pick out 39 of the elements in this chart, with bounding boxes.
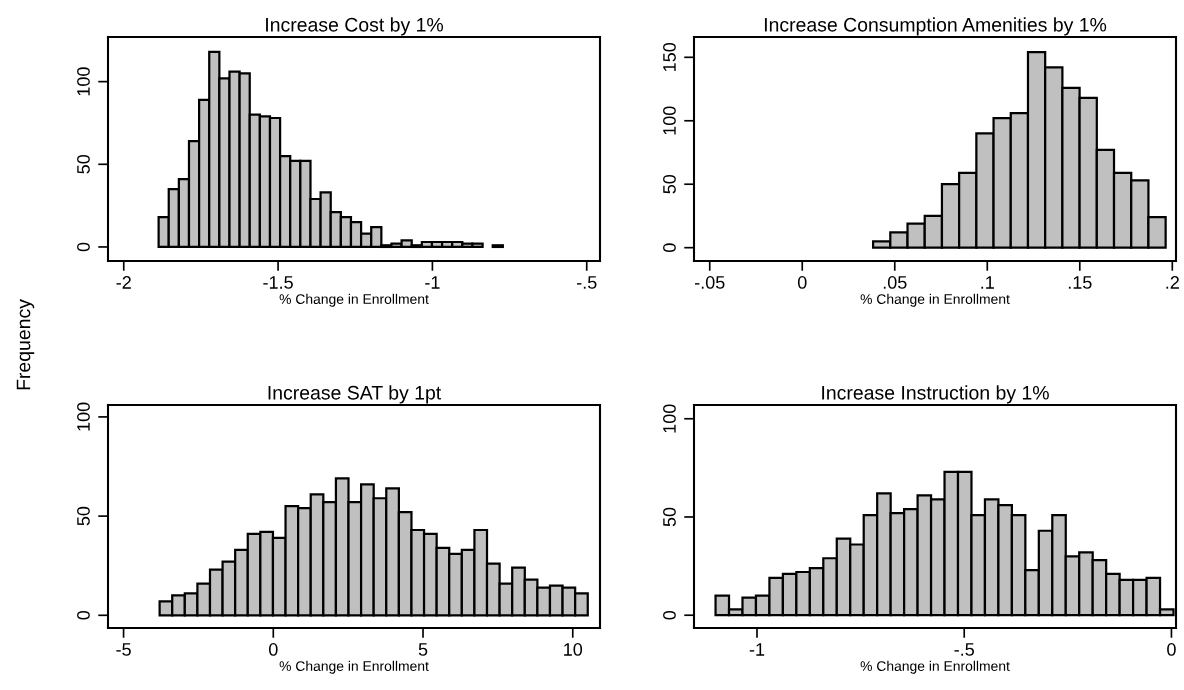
x-tick-label: .15	[1068, 276, 1092, 289]
x-tick-label: .1	[981, 276, 994, 289]
x-tick-label: .05	[883, 276, 907, 289]
x-tick-label: -5	[116, 643, 131, 656]
chart-title: Increase SAT by 1pt	[268, 385, 442, 404]
y-tick-label: 150	[663, 42, 676, 71]
x-axis-title: % Change in Enrollment	[860, 660, 1010, 674]
y-tick-label: 100	[663, 106, 676, 135]
y-tick-label: 0	[77, 242, 90, 252]
y-tick-label: 100	[77, 402, 90, 431]
y-tick-label: 50	[663, 507, 676, 527]
y-tick-label: 0	[663, 610, 676, 620]
x-axis-title: % Change in Enrollment	[279, 293, 429, 307]
x-tick-label: -1.5	[263, 276, 293, 289]
x-axis-title: % Change in Enrollment	[279, 660, 429, 674]
x-tick-label: 0	[268, 643, 278, 656]
x-tick-label: 0	[1167, 643, 1176, 656]
y-tick-label: 50	[77, 154, 90, 174]
x-tick-label: -.5	[576, 276, 597, 289]
x-axis-title: % Change in Enrollment	[860, 293, 1010, 307]
y-tick-label: 0	[663, 243, 676, 252]
x-tick-label: -1	[749, 643, 765, 656]
x-tick-label: -2	[116, 276, 131, 289]
x-tick-label: 10	[564, 643, 583, 656]
y-tick-label: 50	[77, 506, 90, 526]
chart-title: Increase Instruction by 1%	[822, 385, 1049, 404]
y-tick-label: 0	[77, 610, 90, 620]
x-tick-label: -1	[425, 276, 440, 289]
y-tick-label: 100	[77, 67, 90, 96]
x-tick-label: 0	[797, 276, 807, 289]
x-tick-label: 5	[418, 643, 428, 656]
y-tick-label: 100	[663, 404, 676, 433]
y-axis-title: Frequency	[16, 299, 35, 390]
y-tick-label: 50	[663, 174, 676, 194]
x-tick-label: -.5	[954, 643, 974, 656]
x-tick-label: -.05	[694, 276, 725, 289]
chart-title: Increase Consumption Amenities by 1%	[764, 17, 1107, 36]
x-tick-label: .2	[1166, 276, 1179, 289]
chart-title: Increase Cost by 1%	[266, 17, 444, 36]
